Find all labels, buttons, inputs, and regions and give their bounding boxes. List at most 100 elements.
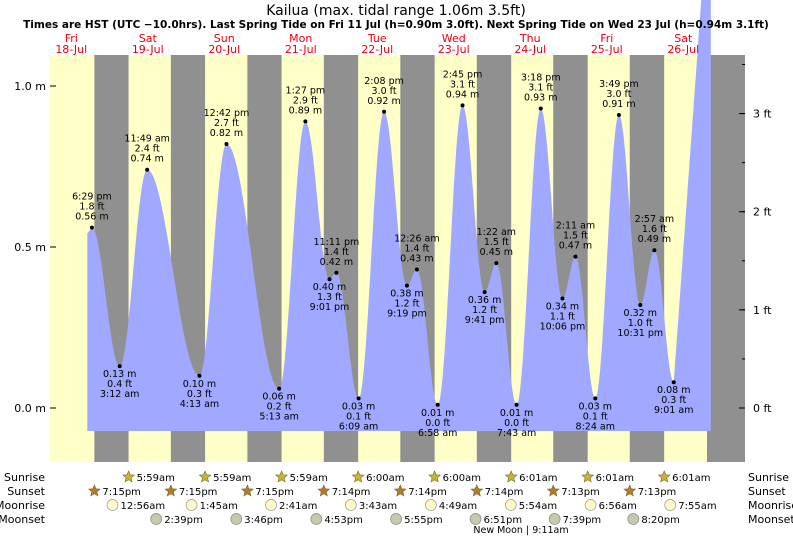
tide-label: 1.0 ft	[628, 318, 653, 329]
day-date: 18-Jul	[55, 43, 87, 56]
sunrise-icon	[275, 470, 289, 483]
day-name: Wed	[442, 32, 466, 45]
moonset-icon	[548, 513, 561, 525]
moonrise-time: 2:41am	[279, 501, 317, 512]
moonrise-time: 3:43am	[359, 501, 397, 512]
tide-label: 0.0 ft	[504, 418, 529, 429]
day-name: Mon	[289, 32, 312, 45]
tide-point	[560, 296, 565, 301]
tide-label: 0.82 m	[210, 128, 243, 139]
sunset-icon	[240, 484, 254, 497]
tide-label: 0.74 m	[130, 154, 163, 165]
tide-point	[404, 283, 409, 288]
tide-label: 0.03 m	[579, 401, 612, 412]
right-tick-label: 0 ft	[753, 402, 772, 415]
tide-label: 0.3 ft	[661, 395, 686, 406]
sunrise-icon	[657, 470, 671, 483]
tide-label: 0.93 m	[524, 93, 557, 104]
day-name: Thu	[519, 32, 541, 45]
tide-label: 1.4 ft	[324, 247, 349, 258]
tide-point	[382, 109, 387, 114]
day-name: Sat	[674, 32, 693, 45]
moonrise-time: 5:54am	[519, 501, 557, 512]
axes: 1.0 m 0.5 m 0.0 m 3 ft 2 ft 1 ft 0 ft	[14, 63, 772, 415]
right-tick-label: 1 ft	[753, 304, 772, 317]
tide-label: 0.08 m	[657, 385, 690, 396]
sunset-icon	[470, 484, 484, 497]
tide-label: 9:19 pm	[387, 309, 427, 320]
sunrise-time: 6:00am	[366, 473, 404, 484]
tide-label: 11:49 am	[124, 134, 169, 145]
tide-label: 0.0 ft	[425, 418, 450, 429]
tide-label: 0.40 m	[313, 282, 346, 293]
moonrise-icon	[265, 499, 277, 511]
sunset-icon	[87, 484, 101, 497]
tide-label: 1.5 ft	[484, 237, 509, 248]
tide-label: 1.3 ft	[317, 292, 342, 303]
moonset-icon	[390, 513, 402, 525]
tide-label: 3:12 am	[100, 389, 139, 400]
sunset-icon	[164, 484, 178, 497]
tide-label: 3.0 ft	[606, 89, 631, 100]
tide-label: 12:42 pm	[204, 108, 250, 119]
day-date: 22-Jul	[361, 43, 393, 56]
day-labels: Fri18-JulSat19-JulSun20-JulMon21-JulTue2…	[55, 32, 699, 56]
tide-label: 4:13 am	[180, 399, 219, 410]
tide-label: 0.3 ft	[187, 389, 212, 400]
moonrise-icon	[664, 499, 677, 511]
sunset-time: 7:15pm	[255, 487, 294, 498]
sunrise-icon	[351, 470, 365, 483]
sunrise-time: 5:59am	[213, 473, 251, 484]
moonrise-icon	[344, 499, 357, 511]
moonset-time: 4:53pm	[324, 515, 363, 526]
sunrise-time: 6:01am	[672, 473, 710, 484]
tide-label: 2.7 ft	[214, 118, 239, 129]
tide-label: 0.43 m	[400, 254, 433, 265]
moonset-time: 8:20pm	[641, 515, 680, 526]
tide-label: 6:29 pm	[72, 192, 112, 203]
left-tick-label: 0.0 m	[14, 402, 46, 415]
tide-label: 0.91 m	[602, 99, 635, 110]
moonrise-time: 6:56am	[599, 501, 637, 512]
tide-label: 8:24 am	[576, 421, 615, 432]
moonset-time: 7:39pm	[563, 515, 602, 526]
day-name: Sat	[139, 32, 158, 45]
tide-point	[638, 302, 643, 307]
tide-label: 0.36 m	[468, 295, 501, 306]
tide-label: 3.1 ft	[450, 79, 475, 90]
moonrise-time: 4:49am	[439, 501, 477, 512]
tide-point	[145, 167, 150, 172]
tide-label: 0.49 m	[638, 234, 671, 245]
tide-label: 0.01 m	[421, 408, 454, 419]
tide-label: 1.1 ft	[550, 312, 575, 323]
row-label-left: Moonrise	[0, 499, 45, 512]
tide-label: 0.4 ft	[107, 379, 132, 390]
tide-label: 0.1 ft	[583, 411, 608, 422]
sunset-icon	[393, 484, 407, 497]
tide-label: 3.0 ft	[372, 86, 397, 97]
chart-subtitle: Times are HST (UTC −10.0hrs). Last Sprin…	[23, 19, 769, 31]
tide-label: 0.32 m	[624, 308, 657, 319]
sunset-time: 7:14pm	[408, 487, 447, 498]
left-tick-label: 1.0 m	[14, 80, 46, 93]
tide-label: 1.2 ft	[472, 305, 497, 316]
tide-point	[414, 267, 419, 272]
day-date: 26-Jul	[667, 43, 699, 56]
moonrise-icon	[425, 499, 437, 511]
row-label-right: Moonset	[748, 513, 793, 526]
moonset-time: 2:39pm	[164, 515, 203, 526]
tide-point	[593, 396, 598, 401]
sunrise-icon	[122, 470, 136, 483]
tide-point	[435, 402, 440, 407]
sunrise-icon	[581, 470, 595, 483]
sunset-time: 7:13pm	[638, 487, 677, 498]
tide-label: 0.89 m	[289, 105, 322, 116]
moon-phase-note: New Moon | 9:11am	[473, 525, 568, 536]
moonset-time: 3:46pm	[244, 515, 283, 526]
moonrise-time: 1:45am	[200, 501, 238, 512]
tide-label: 0.1 ft	[346, 411, 371, 422]
tide-point	[89, 225, 94, 230]
tide-label: 2:08 pm	[364, 76, 404, 87]
tide-point	[117, 364, 122, 369]
tide-label: 2.4 ft	[135, 144, 160, 155]
